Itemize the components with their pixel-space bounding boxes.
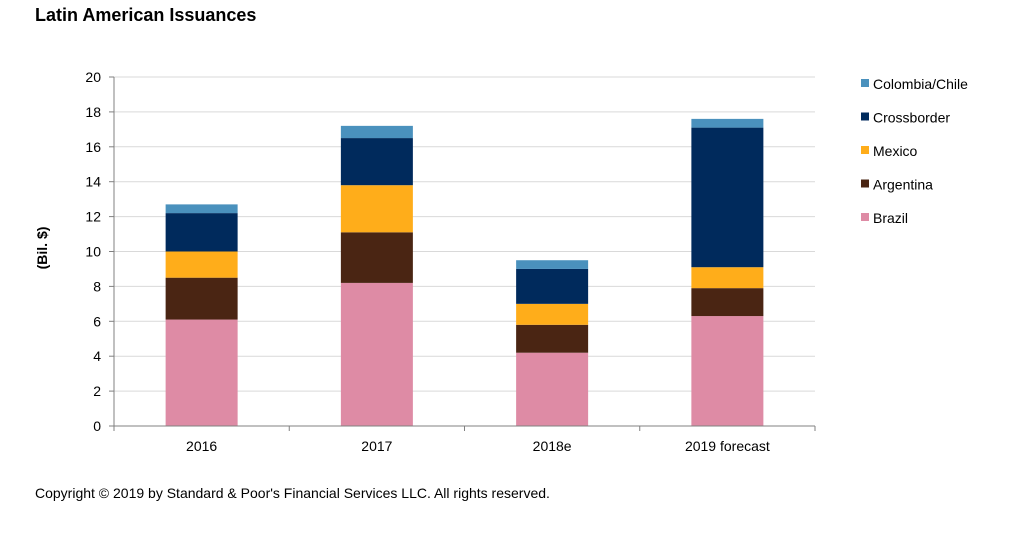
bar-segment-mexico-2017 (340, 185, 413, 233)
bar-segment-mexico-2016 (165, 251, 238, 278)
bar-segment-colombia-chile-2017 (340, 125, 413, 139)
bar-segment-colombia-chile-2016 (165, 204, 238, 214)
x-tick-label: 2019 forecast (685, 438, 770, 454)
legend-label: Brazil (873, 210, 908, 226)
y-tick-label: 4 (93, 348, 101, 364)
chart-title: Latin American Issuances (35, 5, 257, 25)
legend-label: Crossborder (873, 110, 950, 126)
y-tick-label: 20 (85, 69, 101, 85)
y-tick-label: 10 (85, 244, 101, 260)
legend-label: Argentina (873, 177, 933, 193)
x-tick-label: 2016 (186, 438, 217, 454)
y-tick-label: 14 (85, 174, 101, 190)
bar-segment-crossborder-2017 (340, 138, 413, 186)
legend-label: Colombia/Chile (873, 76, 968, 92)
legend-swatch (861, 79, 869, 87)
legend-swatch (861, 146, 869, 154)
x-tick-label: 2017 (361, 438, 392, 454)
legend-swatch (861, 213, 869, 221)
copyright-notice: Copyright © 2019 by Standard & Poor's Fi… (35, 485, 550, 501)
y-tick-label: 6 (93, 313, 101, 329)
y-tick-label: 16 (85, 139, 101, 155)
bar-segment-brazil-2019-forecast (691, 316, 764, 426)
legend-swatch (861, 112, 869, 121)
bar-segment-colombia-chile-2019-forecast (691, 118, 764, 128)
bar-segment-brazil-2016 (165, 319, 238, 426)
bar-segment-brazil-2017 (340, 282, 413, 426)
y-axis-label: (Bil. $) (34, 227, 50, 270)
y-axis: 0 2 4 6 8 10 12 14 16 18 20 (85, 69, 115, 434)
bar-segment-mexico-2019-forecast (691, 267, 764, 289)
legend-swatch (861, 179, 869, 188)
y-tick-label: 2 (93, 383, 101, 399)
bar-segment-brazil-2018e (516, 352, 589, 426)
y-tick-label: 0 (93, 418, 101, 434)
y-tick-label: 18 (85, 104, 101, 120)
bar-segment-colombia-chile-2018e (516, 260, 589, 269)
legend: Colombia/Chile Crossborder Mexico Argentina… (861, 76, 968, 226)
bar-segment-crossborder-2019-forecast (691, 127, 764, 268)
bar-segment-mexico-2018e (516, 303, 589, 325)
x-axis: 2016 2017 2018e 2019 forecast (113, 425, 816, 454)
y-tick-label: 12 (85, 209, 101, 225)
bar-segment-argentina-2018e (516, 324, 589, 353)
bar-segment-crossborder-2016 (165, 213, 238, 252)
bar-segment-argentina-2019-forecast (691, 288, 764, 317)
legend-label: Mexico (873, 143, 918, 159)
bar-segment-argentina-2016 (165, 277, 238, 320)
bar-segment-argentina-2017 (340, 232, 413, 283)
bars (165, 118, 764, 426)
y-tick-label: 8 (93, 278, 101, 294)
bar-segment-crossborder-2018e (516, 268, 589, 304)
x-tick-label: 2018e (533, 438, 572, 454)
